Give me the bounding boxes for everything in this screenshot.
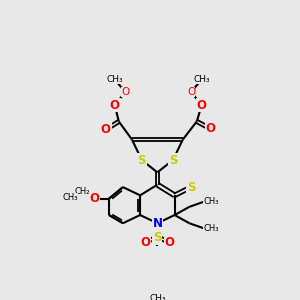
Text: CH₃: CH₃ [106,75,123,84]
Text: O: O [197,99,207,112]
Text: CH₂: CH₂ [75,187,90,196]
Text: CH₃: CH₃ [63,193,78,202]
Text: O: O [110,99,120,112]
Text: CH₃: CH₃ [194,75,210,84]
Text: O: O [140,236,150,249]
Text: S: S [187,181,195,194]
Text: O: O [206,122,216,135]
Text: O: O [165,236,175,249]
Text: S: S [137,154,146,166]
Text: O: O [121,87,130,97]
Text: O: O [101,123,111,136]
Text: S: S [169,154,177,166]
Text: CH₃: CH₃ [149,294,166,300]
Text: CH₃: CH₃ [203,224,219,233]
Text: S: S [153,231,162,244]
Text: O: O [187,87,195,97]
Text: O: O [89,192,99,205]
Text: N: N [152,217,162,230]
Text: CH₃: CH₃ [203,197,219,206]
